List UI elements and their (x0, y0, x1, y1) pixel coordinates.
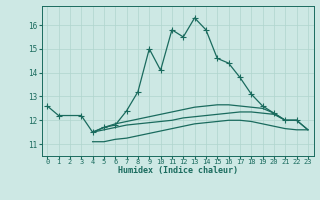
X-axis label: Humidex (Indice chaleur): Humidex (Indice chaleur) (118, 166, 237, 175)
